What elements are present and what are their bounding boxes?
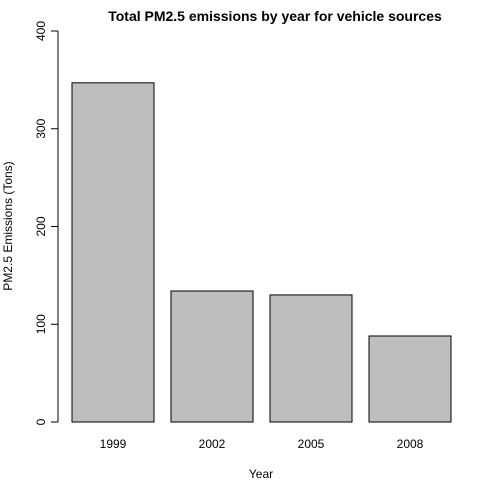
bars-group	[71, 82, 452, 423]
y-tick-label: 100	[34, 314, 48, 334]
bar-2002	[170, 290, 254, 423]
bar-2008	[368, 335, 452, 423]
y-tick-label: 300	[34, 118, 48, 138]
x-tick-labels: 1999 2002 2005 2008	[100, 437, 424, 451]
x-tick-label: 2008	[397, 437, 424, 451]
x-tick-label: 1999	[100, 437, 127, 451]
y-axis: 0 100 200 300 400	[34, 21, 59, 425]
x-tick-label: 2005	[298, 437, 325, 451]
y-tick-label: 0	[34, 418, 48, 425]
y-axis-label: PM2.5 Emissions (Tons)	[1, 161, 15, 290]
bar-2005	[269, 294, 353, 423]
bar-1999	[71, 82, 155, 423]
x-tick-label: 2002	[199, 437, 226, 451]
y-tick-label: 200	[34, 216, 48, 236]
chart-title: Total PM2.5 emissions by year for vehicl…	[108, 8, 442, 24]
x-axis-label: Year	[249, 467, 273, 480]
y-tick-label: 400	[34, 21, 48, 41]
